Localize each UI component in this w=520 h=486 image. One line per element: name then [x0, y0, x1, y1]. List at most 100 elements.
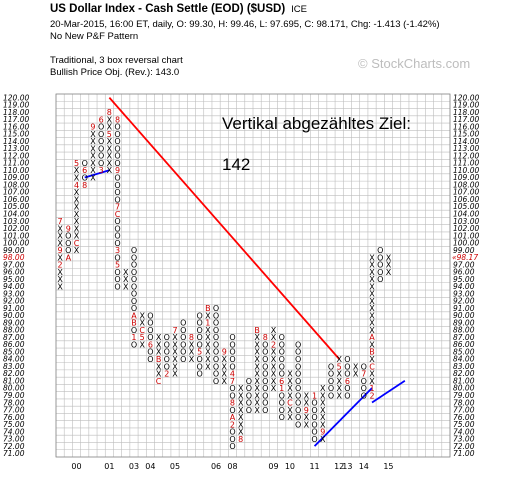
pnf-x-box: X — [90, 173, 96, 182]
pnf-x-box: X — [336, 370, 342, 379]
pnf-x-box: X — [57, 282, 63, 291]
pnf-o-box: O — [229, 442, 235, 451]
pnf-x-box: X — [336, 355, 342, 364]
pnf-o-box: O — [114, 144, 120, 153]
pnf-o-box: O — [295, 370, 301, 379]
pnf-o-box: O — [180, 319, 186, 328]
pnf-x-box: X — [238, 384, 244, 393]
y-tick-label-left: 74.00 — [3, 427, 25, 436]
pnf-month-marker: 8 — [107, 108, 112, 117]
pnf-x-box: X — [254, 377, 260, 386]
pnf-o-box: O — [82, 159, 88, 168]
y-tick-label-left: 114.00 — [3, 137, 29, 146]
pnf-x-box: X — [369, 290, 375, 299]
pnf-o-box: O — [229, 340, 235, 349]
y-tick-label-left: 110.00 — [3, 166, 29, 175]
pnf-o-box: O — [114, 188, 120, 197]
y-tick-label-left: 71.00 — [3, 449, 25, 458]
pnf-o-box: O — [361, 384, 367, 393]
pnf-month-marker: 7 — [115, 203, 120, 212]
pnf-o-box: O — [246, 384, 252, 393]
pnf-month-marker: 5 — [107, 130, 112, 139]
pnf-month-marker: 1 — [131, 333, 136, 342]
pnf-o-box: O — [131, 304, 137, 313]
pnf-x-box: X — [74, 173, 80, 182]
pnf-x-box: X — [139, 319, 145, 328]
pnf-o-box: O — [164, 333, 170, 342]
pnf-x-box: X — [189, 355, 195, 364]
y-tick-label-right: 83.00 — [453, 362, 475, 371]
y-tick-label-right: 76.00 — [453, 413, 475, 422]
pnf-o-box: O — [114, 217, 120, 226]
x-year-label: 10 — [285, 462, 295, 471]
pnf-x-box: X — [90, 166, 96, 175]
y-tick-label-left: 118.00 — [3, 108, 29, 117]
pnf-o-box: O — [196, 370, 202, 379]
pnf-o-box: O — [65, 246, 71, 255]
pnf-month-marker: 8 — [82, 181, 87, 190]
pnf-o-box: O — [361, 377, 367, 386]
pnf-o-box: O — [196, 355, 202, 364]
pnf-x-box: X — [156, 348, 162, 357]
pnf-o-box: O — [98, 137, 104, 146]
pnf-o-box: O — [246, 406, 252, 415]
pnf-x-box: X — [172, 340, 178, 349]
pnf-o-box: O — [279, 391, 285, 400]
pnf-x-box: X — [336, 377, 342, 386]
x-year-label: 09 — [268, 462, 278, 471]
pnf-x-box: X — [304, 420, 310, 429]
pnf-o-box: O — [279, 406, 285, 415]
title-text: US Dollar Index - Cash Settle (EOD) ($US… — [50, 3, 286, 15]
y-tick-label-right: 119.00 — [453, 101, 479, 110]
y-tick-label-left: 102.00 — [3, 224, 29, 233]
pnf-month-marker: 2 — [230, 420, 235, 429]
pnf-month-marker: 8 — [263, 333, 268, 342]
pnf-x-box: X — [74, 217, 80, 226]
pnf-o-box: O — [377, 275, 383, 284]
pnf-month-marker: C — [156, 377, 162, 386]
pnf-month-marker: C — [74, 239, 80, 248]
pnf-o-box: O — [311, 435, 317, 444]
bearish-resistance-line — [108, 97, 340, 360]
pnf-o-box: O — [246, 377, 252, 386]
pnf-x-box: X — [369, 326, 375, 335]
pnf-x-box: X — [271, 333, 277, 342]
pnf-x-box: X — [369, 275, 375, 284]
pnf-o-box: O — [295, 406, 301, 415]
pnf-o-box: O — [114, 282, 120, 291]
y-tick-label-right: 82.00 — [453, 369, 475, 378]
pnf-x-box: X — [369, 319, 375, 328]
y-tick-label-right: 77.00 — [453, 406, 475, 415]
pnf-x-box: X — [254, 333, 260, 342]
pnf-x-box: X — [74, 166, 80, 175]
y-tick-label-right: 120.00 — [453, 93, 479, 102]
pnf-o-box: O — [377, 246, 383, 255]
pnf-o-box: O — [295, 399, 301, 408]
pnf-x-box: X — [172, 348, 178, 357]
y-tick-label-left: 95.00 — [3, 275, 25, 284]
pnf-month-marker: B — [131, 319, 137, 328]
y-tick-label-left: 111.00 — [3, 159, 29, 168]
pnf-o-box: O — [311, 428, 317, 437]
target-annotation-label: Vertikal abgezähltes Ziel: — [222, 114, 411, 133]
pnf-x-box: X — [107, 115, 113, 124]
x-year-label: 08 — [227, 462, 237, 471]
pnf-x-box: X — [90, 137, 96, 146]
y-tick-label-left: 93.00 — [3, 289, 25, 298]
pnf-o-box: O — [114, 239, 120, 248]
pnf-x-box: X — [369, 297, 375, 306]
pnf-o-box: O — [311, 420, 317, 429]
pnf-month-marker: 1 — [312, 391, 317, 400]
pnf-month-marker: 8 — [115, 115, 120, 124]
y-tick-label-right: 100.00 — [453, 239, 479, 248]
y-tick-label-left: 116.00 — [3, 122, 29, 131]
pnf-o-box: O — [295, 362, 301, 371]
pnf-month-marker: 5 — [337, 362, 342, 371]
pnf-x-box: X — [172, 362, 178, 371]
pnf-month-marker: B — [254, 326, 260, 335]
y-tick-label-right: 89.00 — [453, 318, 475, 327]
y-tick-label-right: 79.00 — [453, 391, 475, 400]
y-tick-label-left: 96.00 — [3, 268, 25, 277]
y-tick-label-left: 120.00 — [3, 93, 29, 102]
pnf-o-box: O — [213, 304, 219, 313]
